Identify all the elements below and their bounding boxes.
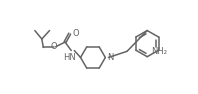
Text: O: O [50, 42, 57, 51]
Text: O: O [72, 29, 79, 38]
Text: HN: HN [63, 53, 76, 62]
Text: N: N [107, 53, 113, 62]
Text: NH₂: NH₂ [151, 47, 167, 56]
